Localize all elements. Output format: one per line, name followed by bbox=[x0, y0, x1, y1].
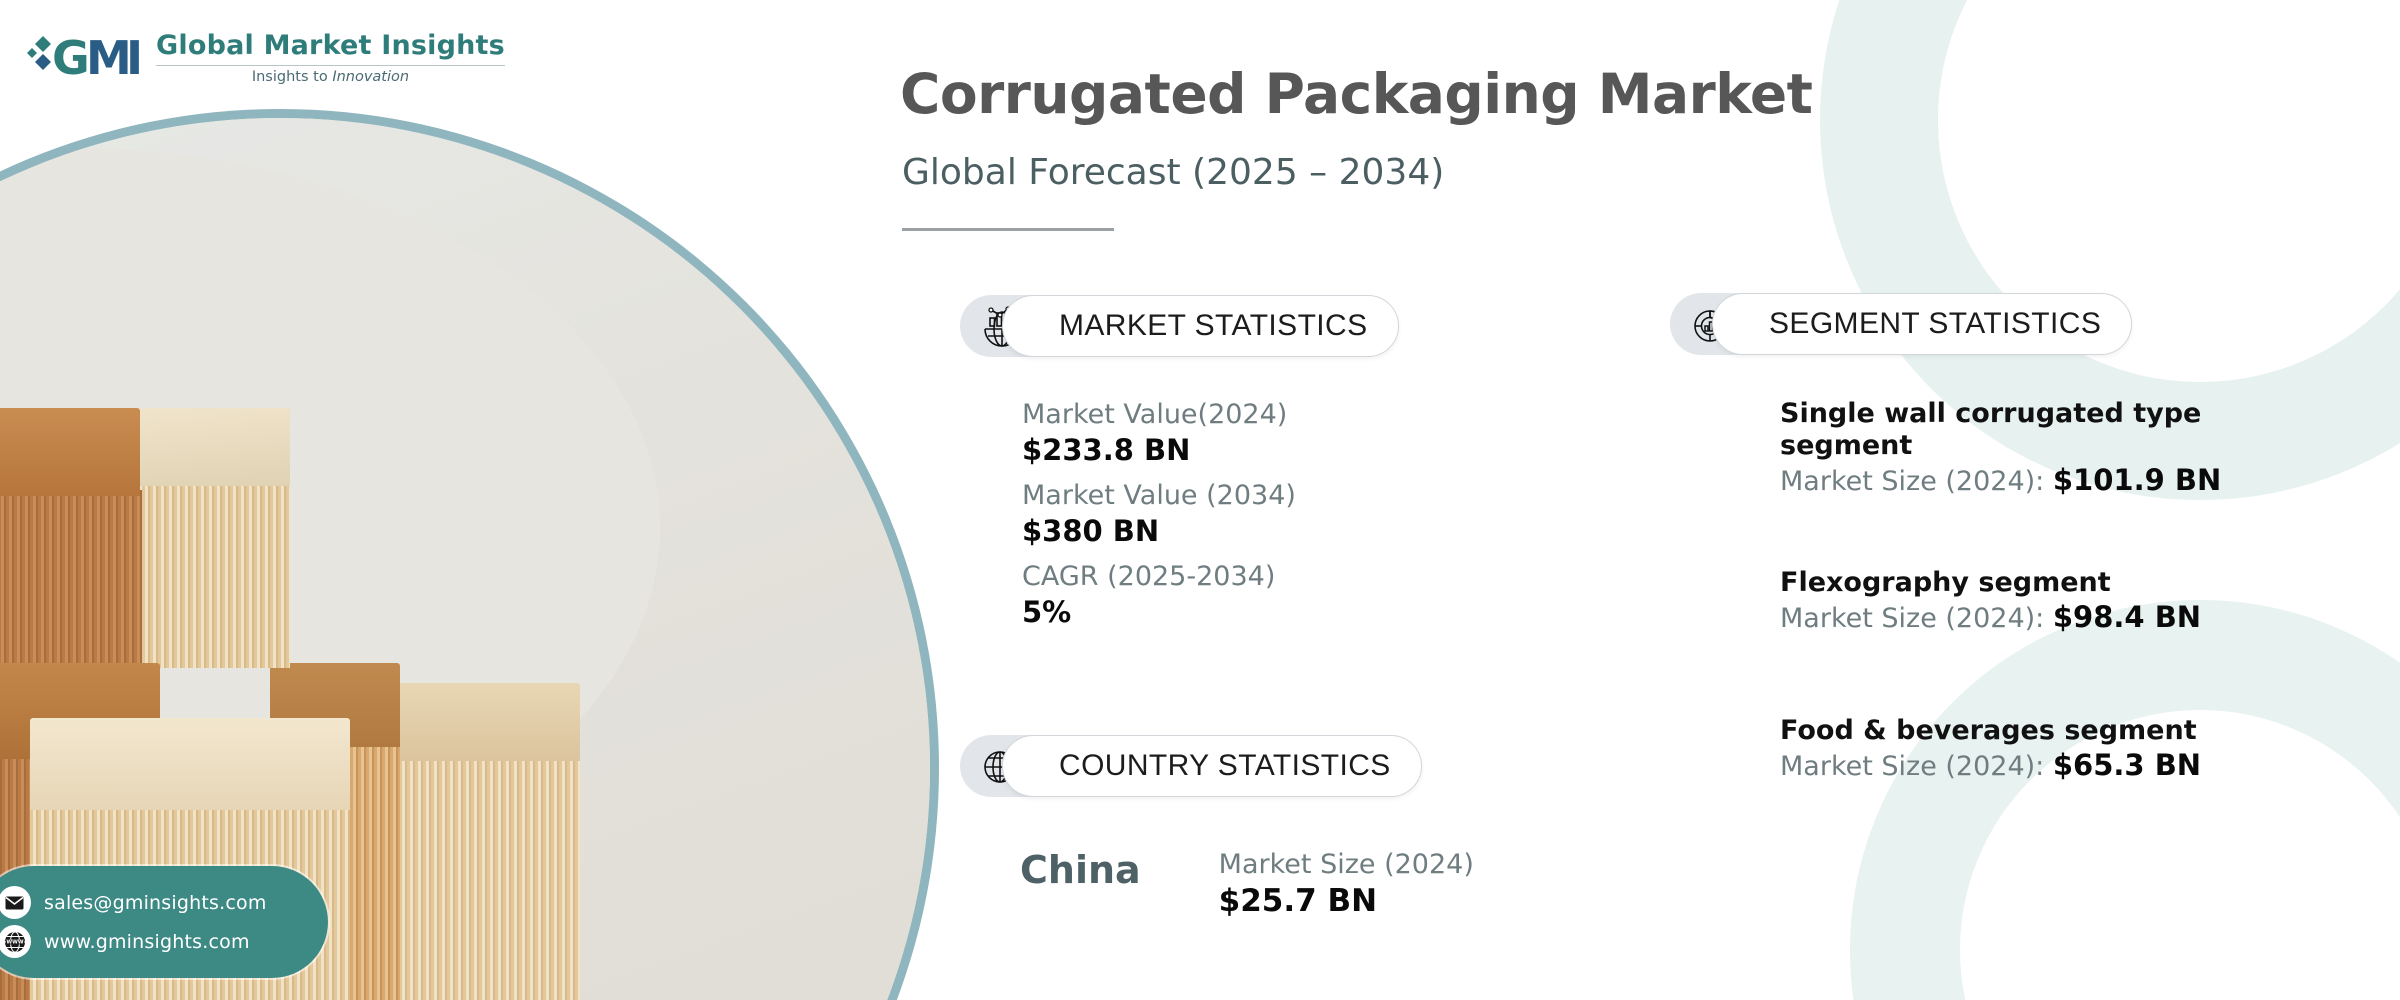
country-statistics-label: COUNTRY STATISTICS bbox=[1002, 735, 1422, 797]
country-market-size: Market Size (2024) $25.7 BN bbox=[1219, 848, 1474, 921]
segment-item: Single wall corrugated type segment Mark… bbox=[1780, 398, 2250, 499]
country-statistics-values: China Market Size (2024) $25.7 BN bbox=[1020, 848, 1474, 921]
segment-item: Flexography segment Market Size (2024): … bbox=[1780, 567, 2250, 637]
logo-tagline: Insights to Innovation bbox=[156, 69, 505, 85]
segment-metric-label: Market Size (2024): bbox=[1780, 602, 2053, 634]
market-statistics-header[interactable]: MARKET STATISTICS bbox=[960, 295, 1399, 357]
box-top-stacked bbox=[0, 408, 290, 668]
segment-statistics-header[interactable]: SEGMENT STATISTICS bbox=[1670, 293, 2133, 355]
segment-metric: Market Size (2024): $101.9 BN bbox=[1780, 462, 2250, 500]
box-back-right bbox=[375, 683, 580, 1000]
envelope-icon bbox=[0, 886, 31, 919]
stat-label: Market Size (2024) bbox=[1218, 849, 1474, 880]
svg-text:WWW: WWW bbox=[6, 939, 23, 945]
segment-item: Food & beverages segment Market Size (20… bbox=[1780, 715, 2250, 785]
segment-metric: Market Size (2024): $65.3 BN bbox=[1780, 747, 2250, 785]
logo-title: Global Market Insights bbox=[156, 29, 505, 61]
segment-name: Food & beverages segment bbox=[1780, 715, 2197, 746]
country-name: China bbox=[1020, 848, 1141, 892]
www-globe-icon: WWW bbox=[0, 925, 31, 958]
segment-metric-value: $101.9 BN bbox=[2052, 462, 2222, 497]
content-panel: Corrugated Packaging Market Global Forec… bbox=[900, 0, 2400, 1000]
title-divider bbox=[902, 228, 1114, 231]
logo-divider bbox=[156, 64, 505, 66]
gmi-logo-mark-icon: G M I bbox=[26, 28, 144, 86]
segment-metric-value: $65.3 BN bbox=[2052, 747, 2202, 782]
stat-value: $25.7 BN bbox=[1218, 882, 1378, 919]
svg-text:I: I bbox=[126, 31, 143, 85]
contact-email-text: sales@gminsights.com bbox=[44, 891, 267, 914]
contact-bar: sales@gminsights.com WWW www.gminsights.… bbox=[0, 866, 328, 978]
stat-value: 5% bbox=[1022, 594, 1072, 629]
logo-tagline-italic: Innovation bbox=[332, 68, 410, 85]
contact-email-row[interactable]: sales@gminsights.com bbox=[0, 886, 328, 919]
segment-name: Flexography segment bbox=[1780, 567, 2111, 598]
circular-photo-mask bbox=[0, 118, 930, 1000]
segment-statistics-label: SEGMENT STATISTICS bbox=[1712, 293, 2133, 355]
stat-value: $233.8 BN bbox=[1022, 432, 1191, 467]
stat-label: CAGR (2025-2034) bbox=[1022, 561, 1276, 592]
gmi-logo[interactable]: G M I Global Market Insights Insights to… bbox=[26, 28, 505, 86]
market-statistics-values: Market Value(2024) $233.8 BN Market Valu… bbox=[1022, 398, 1296, 641]
segment-metric-value: $98.4 BN bbox=[2052, 599, 2202, 634]
contact-website-text: www.gminsights.com bbox=[44, 930, 250, 953]
contact-website-row[interactable]: WWW www.gminsights.com bbox=[0, 925, 328, 958]
stat-label: Market Value(2024) bbox=[1022, 399, 1288, 430]
market-statistics-label: MARKET STATISTICS bbox=[1002, 295, 1399, 357]
country-statistics-header[interactable]: COUNTRY STATISTICS bbox=[960, 735, 1422, 797]
svg-text:G: G bbox=[52, 31, 90, 85]
gmi-logo-text: Global Market Insights Insights to Innov… bbox=[156, 30, 505, 85]
segment-metric-label: Market Size (2024): bbox=[1780, 750, 2053, 782]
segment-metric: Market Size (2024): $98.4 BN bbox=[1780, 599, 2250, 637]
page-title: Corrugated Packaging Market bbox=[900, 62, 1813, 126]
stat-value: $380 BN bbox=[1022, 513, 1160, 548]
svg-text:M: M bbox=[86, 31, 132, 85]
segment-metric-label: Market Size (2024): bbox=[1780, 465, 2053, 497]
stat-label: Market Value (2034) bbox=[1022, 480, 1296, 511]
logo-tagline-prefix: Insights to bbox=[251, 68, 333, 85]
page-subtitle: Global Forecast (2025 – 2034) bbox=[902, 152, 1445, 193]
hero-image-panel: G M I Global Market Insights Insights to… bbox=[0, 0, 980, 1000]
segment-name: Single wall corrugated type segment bbox=[1780, 398, 2202, 461]
